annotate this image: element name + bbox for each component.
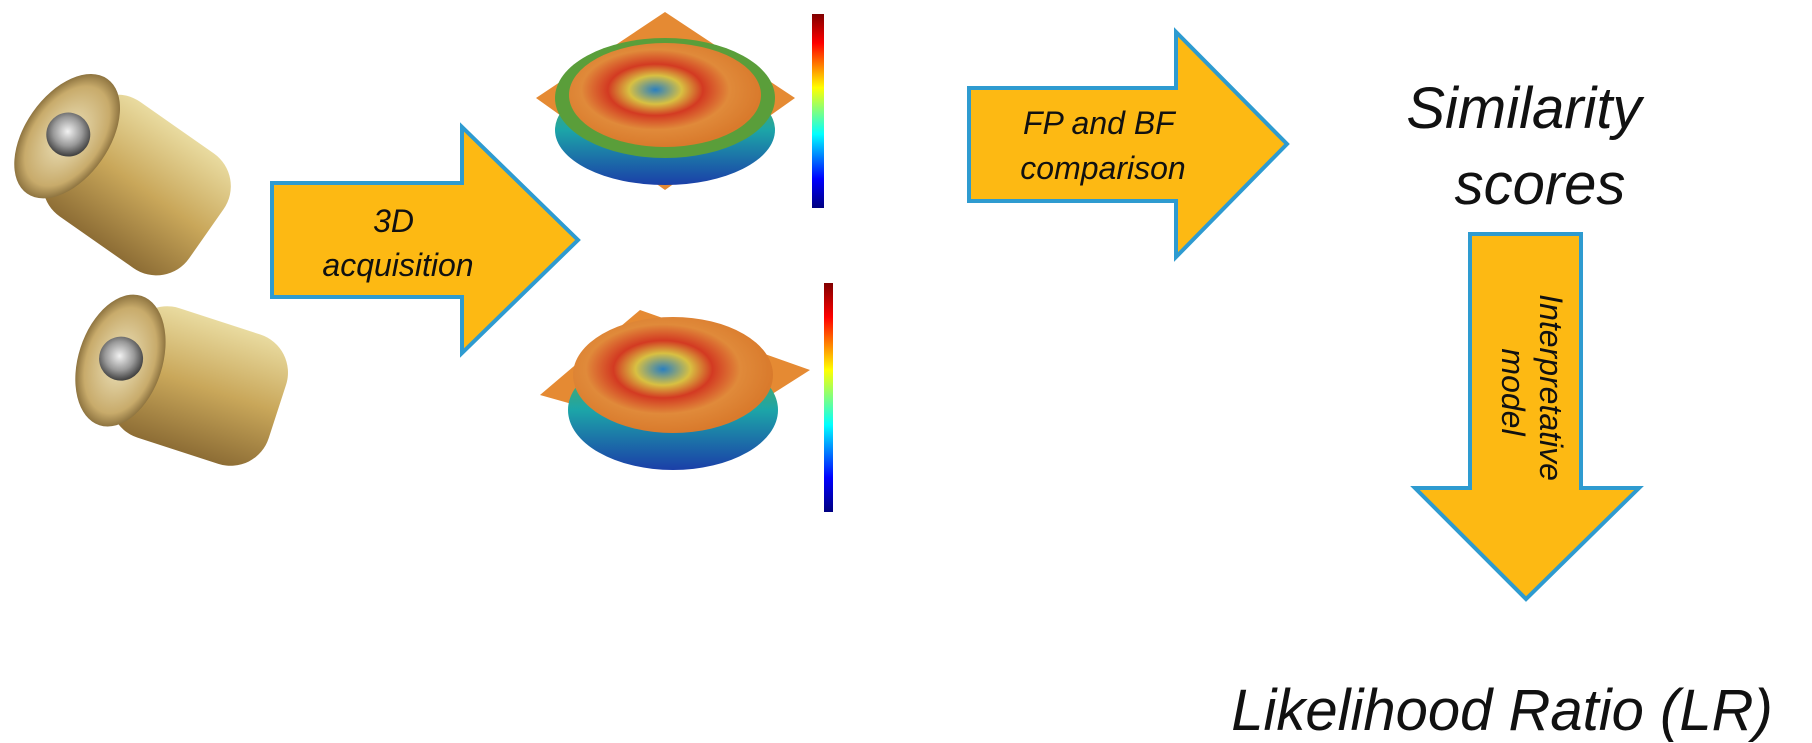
label-line: scores xyxy=(1455,152,1626,217)
surface-scan xyxy=(540,283,833,512)
cartridge-case xyxy=(59,283,298,476)
arrow xyxy=(272,127,578,353)
label-line: model xyxy=(1495,348,1531,436)
arrow xyxy=(969,32,1287,257)
label-line: acquisition xyxy=(322,247,473,283)
cartridge-case xyxy=(0,55,247,291)
label-line: FP and BF xyxy=(1023,105,1177,141)
output-label: Likelihood Ratio (LR) xyxy=(1231,678,1773,743)
label-line: 3D xyxy=(373,203,414,239)
surface-scan xyxy=(536,12,824,208)
result-label: Similarity scores xyxy=(1406,76,1657,217)
label-line: Interpretative xyxy=(1533,294,1569,481)
label-line: Similarity xyxy=(1406,76,1644,141)
diagram: 3D acquisition FP and BF comparison Simi… xyxy=(0,0,1812,743)
label-line: comparison xyxy=(1020,150,1185,186)
